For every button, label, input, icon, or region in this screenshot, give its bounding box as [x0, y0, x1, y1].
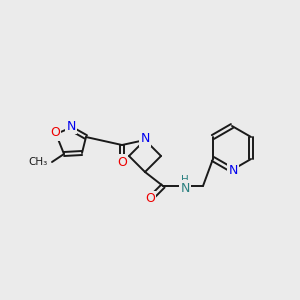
- Text: N: N: [180, 182, 190, 194]
- Text: N: N: [66, 119, 76, 133]
- Text: N: N: [140, 133, 150, 146]
- Text: N: N: [228, 164, 238, 178]
- Text: CH₃: CH₃: [29, 157, 48, 167]
- Text: O: O: [50, 127, 60, 140]
- Text: O: O: [117, 155, 127, 169]
- Text: H: H: [181, 175, 189, 185]
- Text: O: O: [145, 193, 155, 206]
